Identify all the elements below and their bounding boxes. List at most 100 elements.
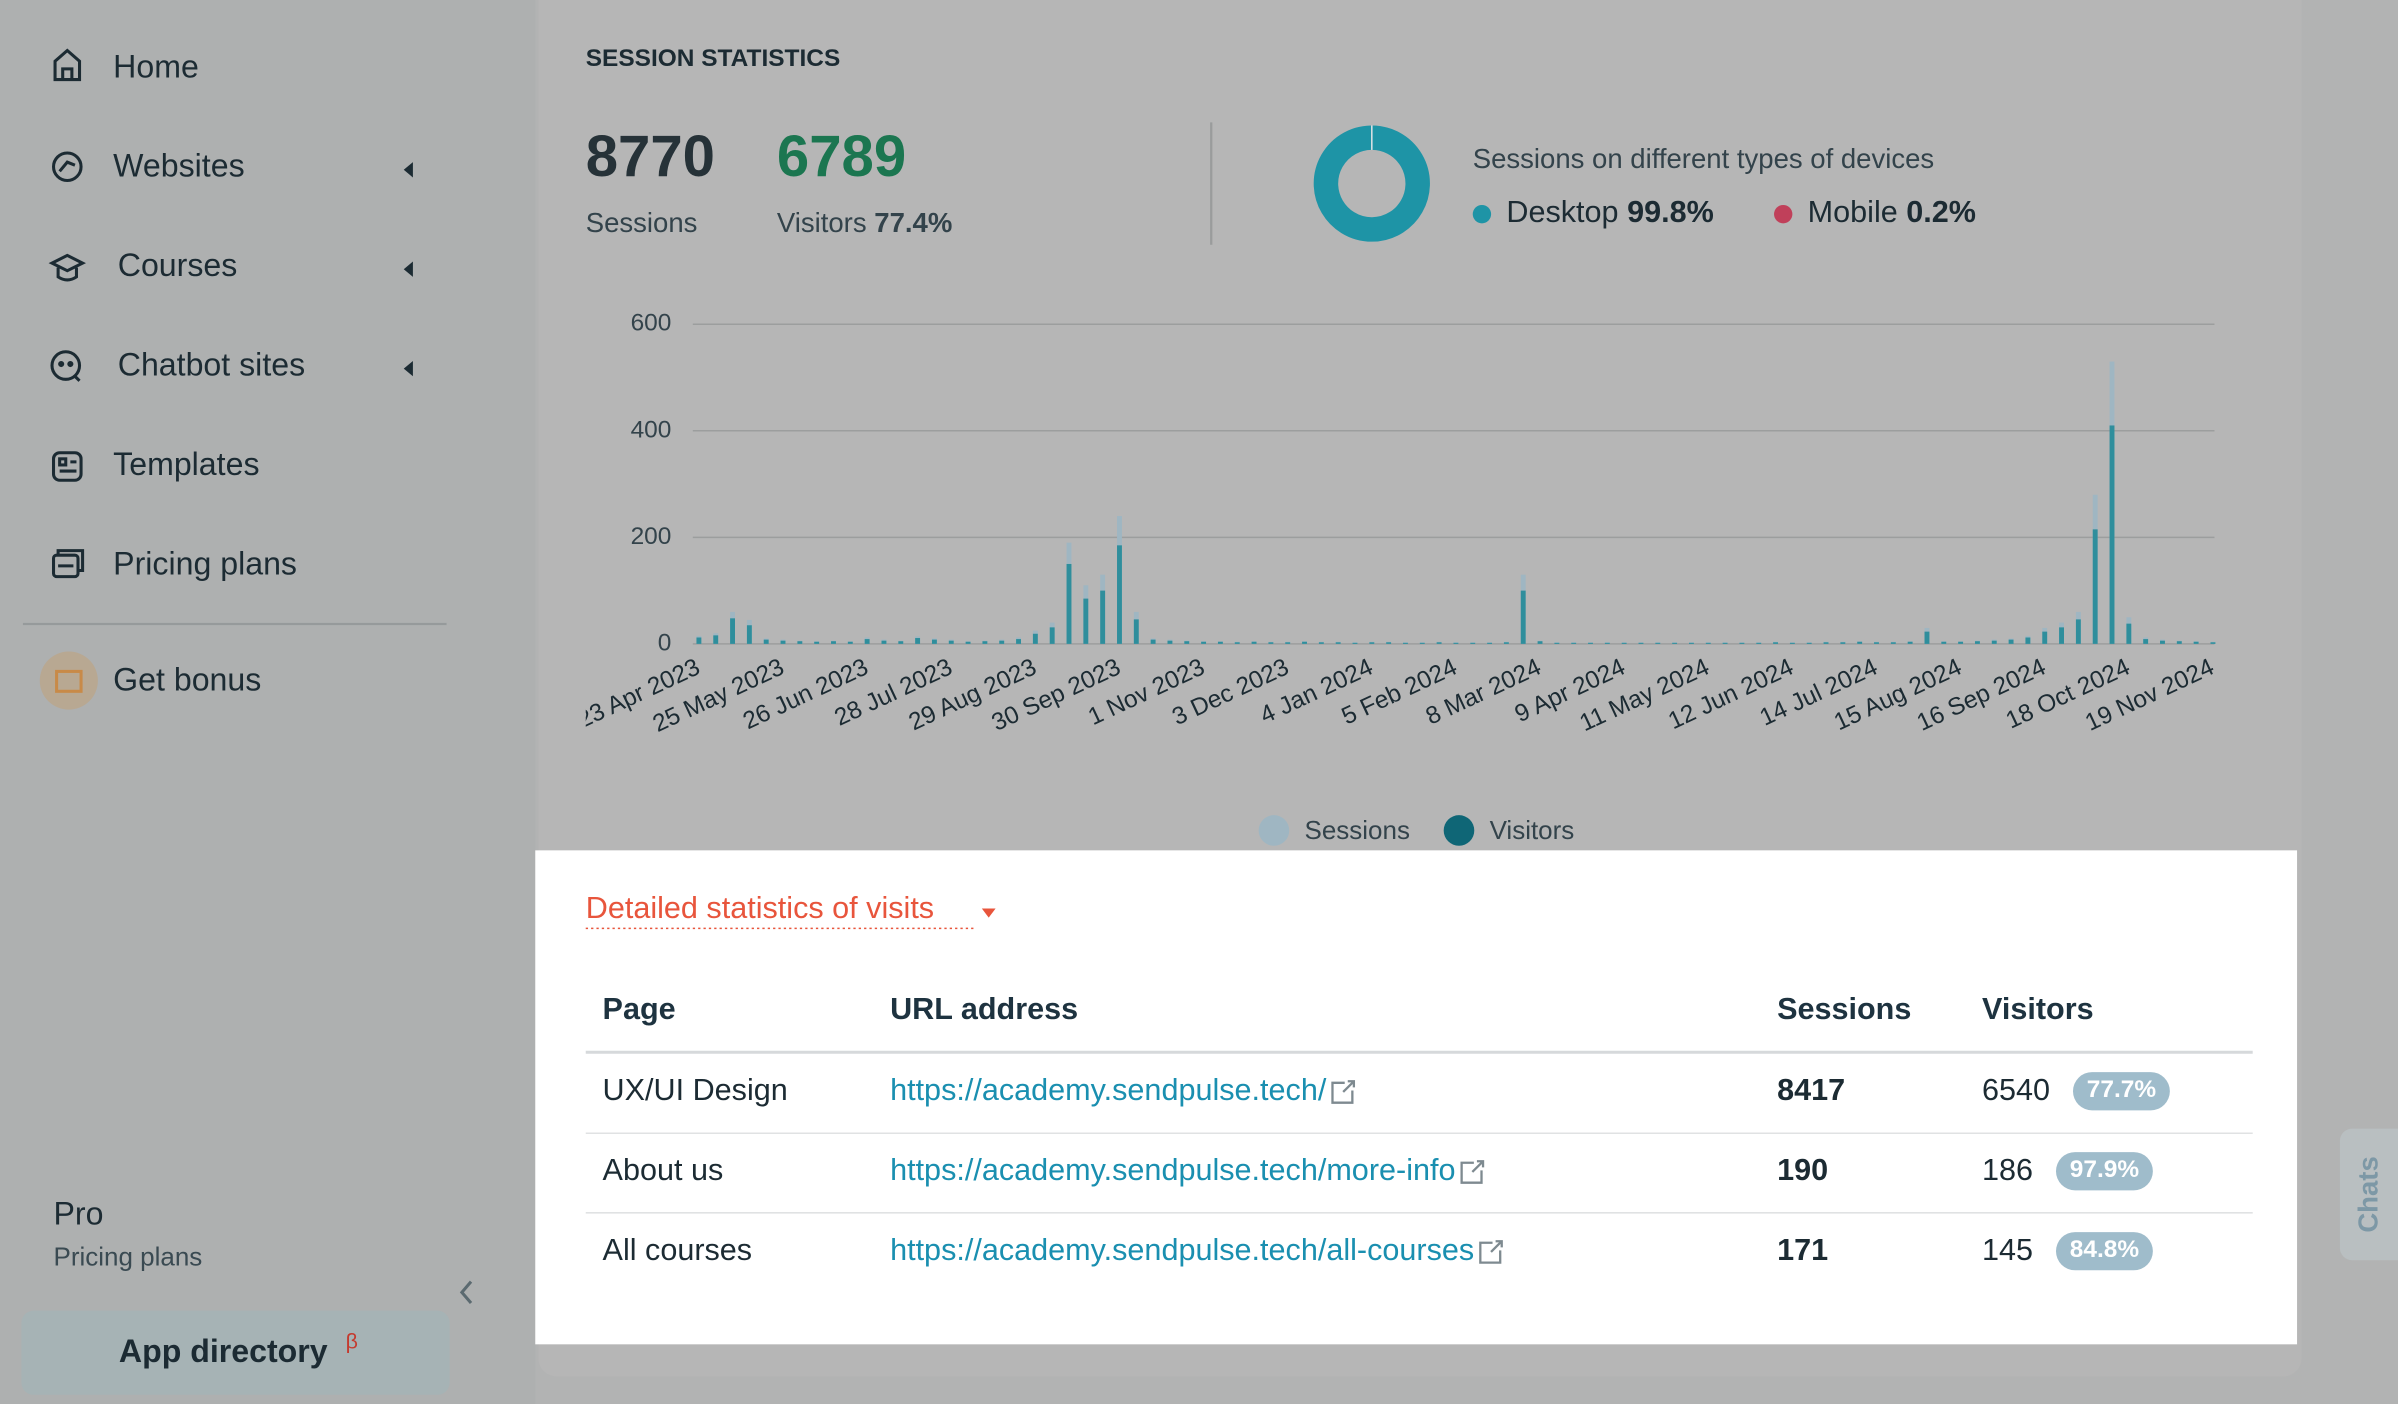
bar [2075,619,2081,644]
url-link[interactable]: https://academy.sendpulse.tech/more-info [890,1153,1455,1187]
bar [965,641,971,644]
pct-badge [2055,1152,2153,1191]
bar [1470,642,1476,644]
app-directory-label[interactable]: App directory [119,1333,328,1369]
table-header: Visitors [1982,992,2094,1026]
device-dot [1472,204,1492,224]
bar [1100,590,1106,644]
chats-label[interactable]: Chats [2353,1156,2384,1232]
bar [948,640,954,644]
visitors-count: 145 [1982,1233,2033,1267]
details-panel [535,850,2298,1345]
donut-segment [1313,125,1430,242]
bar [1133,619,1139,644]
sessions-label: Sessions [586,207,698,238]
url-link[interactable]: https://academy.sendpulse.tech/ [890,1073,1327,1107]
bar [1049,627,1055,644]
bar [730,618,735,644]
external-link-icon [1479,1240,1503,1264]
bar [696,637,702,644]
section-title: SESSION STATISTICS [586,45,841,72]
bar [898,641,904,644]
bar [1688,642,1694,644]
bar [1588,642,1593,644]
visitors-pct: 77.4% [874,207,952,238]
caret[interactable] [981,908,996,918]
bar [1571,642,1577,644]
bar [1335,642,1341,644]
bar [746,625,752,644]
visitors-total: 6789 [777,124,906,189]
url-link[interactable]: https://academy.sendpulse.tech/all-cours… [890,1233,1474,1267]
sidebar-icons [48,48,87,579]
bar [864,639,870,644]
bar [2126,623,2132,644]
bonus-icon [55,669,83,693]
nav-item[interactable]: Get bonus [113,662,261,698]
bar [1503,642,1509,644]
plan-link[interactable]: Pricing plans [54,1242,203,1272]
bar [1739,642,1745,644]
bar [1604,642,1610,644]
bar [1655,642,1661,644]
bar [2042,631,2048,644]
bar [1302,641,1307,644]
nav-item[interactable]: Pricing plans [113,545,297,581]
details-toggle[interactable]: Detailed statistics of visits [586,891,934,925]
bar [1419,642,1425,644]
bar [931,639,937,644]
bar [1268,642,1274,644]
bar [1217,641,1223,644]
device-legend: Desktop 99.8% [1506,195,1713,229]
chats-tab[interactable] [2339,1128,2398,1261]
bar [2193,641,2199,644]
sessions-total: 8770 [586,124,715,189]
bar [1150,639,1156,644]
bar [1621,642,1627,644]
visitors-count: 6540 [1982,1073,2050,1107]
bar [2210,642,2216,644]
bar [1974,641,1980,644]
bar [1066,563,1072,644]
bar [1756,642,1762,644]
legend-label: Visitors [1490,815,1575,845]
bar [1857,641,1863,644]
bar [2160,640,2165,644]
bar [2059,627,2064,644]
bar [1874,642,1879,644]
nav-item[interactable]: Home [113,48,199,84]
nav-item[interactable]: Courses [118,247,238,283]
bar [1907,641,1913,644]
pct-label: 97.9% [2070,1156,2140,1183]
bar [831,641,836,644]
bar [1672,642,1678,644]
external-link-icon [1331,1080,1356,1104]
nav-item[interactable]: Chatbot sites [118,347,305,383]
bar [2109,425,2115,644]
bar [1403,642,1408,644]
bar [1352,642,1358,644]
app-directory-button[interactable] [21,1310,450,1395]
bar [1386,642,1392,644]
beta-mark: β [346,1329,358,1353]
nav-item[interactable]: Websites [113,148,244,184]
bar [1032,633,1038,644]
nav-item[interactable]: Templates [113,446,259,482]
sessions-count: 190 [1777,1153,1828,1187]
bar [915,638,921,644]
bar [1773,642,1779,644]
collapse-button[interactable] [459,1280,473,1305]
y-tick-label: 600 [631,310,672,337]
external-link-icon [1460,1160,1485,1184]
device-pct: 0.2% [1906,195,1976,229]
pct-label: 77.7% [2087,1076,2157,1103]
submenu-arrows [403,162,413,377]
legend-dot [1258,815,1290,846]
bar [1554,642,1560,644]
bar [814,641,820,644]
bar [1201,641,1207,644]
bar [1924,631,1930,644]
page-name: UX/UI Design [603,1073,788,1107]
